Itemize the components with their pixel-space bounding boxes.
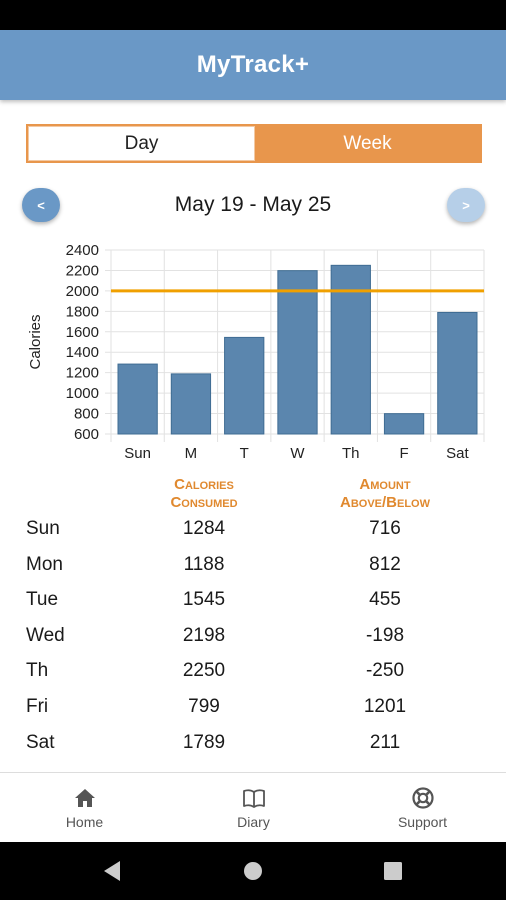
row-day: Mon [26,553,63,575]
home-circle-icon[interactable] [238,858,268,884]
table-row: Sun 1284 716 [0,512,506,548]
y-axis-label: Calories [27,314,44,369]
row-day: Wed [26,624,65,646]
calories-consumed-header-line1: Calories [174,476,234,493]
table-row: Tue 1545 455 [0,583,506,619]
row-day: Fri [26,695,49,717]
y-tick-label: 800 [74,406,99,423]
row-consumed: 1188 [183,553,225,575]
tab-support-label: Support [397,814,448,830]
row-consumed: 1545 [182,589,226,611]
y-tick-label: 1400 [66,344,99,361]
y-tick-label: 1600 [66,324,99,341]
back-triangle-icon[interactable] [98,858,128,884]
tab-home[interactable]: Home [0,773,169,843]
y-tick-label: 2400 [66,242,99,259]
row-difference: 211 [369,731,401,753]
calories-consumed-header: Calories Consumed [129,476,279,512]
y-tick-label: 2000 [66,283,99,300]
row-day: Sun [26,518,60,539]
lifebuoy-icon [411,787,434,809]
recents-square-icon[interactable] [378,858,408,884]
tab-diary-label: Diary [237,814,270,830]
amount-above-below-header: Amount Above/Below [310,476,460,512]
row-day: Th [26,660,49,682]
calorie-bar-chart: 600 800 1000 1200 1400 1600 1800 2000 2200 2400 Su… [27,242,485,462]
date-navigator: < May 19 - May 25 > [0,186,506,224]
calories-consumed-header-line2: Consumed [170,494,238,511]
y-tick-label: 1000 [66,385,99,402]
row-difference: 1201 [363,695,407,717]
row-consumed: 2198 [182,624,226,646]
calorie-table: Sun 1284 716 Mon 1188 812 Tue 1545 455 W… [0,512,506,761]
toggle-day-button[interactable]: Day [28,126,255,161]
table-row: Th 2250 -250 [0,654,506,690]
table-column-headers: Calories Consumed Amount Above/Below [0,476,506,516]
x-tick-label: Sun [124,445,151,462]
tab-diary[interactable]: Diary [169,773,338,843]
y-tick-label: 1200 [66,365,99,382]
row-difference: 812 [369,553,401,575]
row-consumed: 799 [188,695,220,717]
chart-bar [117,363,158,435]
x-tick-label: W [290,445,305,462]
table-row: Mon 1188 812 [0,548,506,584]
date-range-label: May 19 - May 25 [174,193,332,216]
amount-above-below-header-line1: Amount [359,476,411,493]
chart-bar [170,373,212,435]
app-title: MyTrack+ [196,51,310,78]
x-tick-label: T [240,445,249,462]
next-week-button[interactable]: > [447,188,485,222]
x-tick-label: Th [342,445,360,462]
day-week-toggle: Day Week [26,124,482,163]
row-difference: -198 [365,624,405,646]
home-icon [74,789,95,807]
x-tick-label: Sat [446,445,469,462]
y-tick-label: 600 [74,426,99,443]
table-row: Fri 799 1201 [0,690,506,726]
y-tick-label: 1800 [66,303,99,320]
toggle-week-button[interactable]: Week [255,126,480,161]
book-icon [242,789,265,808]
previous-week-button[interactable]: < [22,188,60,222]
row-consumed: 2250 [182,660,226,682]
chart-bar [330,264,371,435]
row-difference: -250 [365,660,405,682]
row-consumed: 1284 [182,518,226,539]
table-row: Sat 1789 211 [0,726,506,762]
tab-support[interactable]: Support [338,773,506,843]
tab-home-label: Home [65,814,104,830]
amount-above-below-header-line2: Above/Below [339,494,430,511]
app-header: MyTrack+ [0,30,506,100]
y-tick-label: 2200 [66,262,99,279]
row-difference: 455 [369,589,401,611]
system-navigation-bar [0,842,506,900]
table-row: Wed 2198 -198 [0,619,506,655]
chart-bar [437,311,478,435]
x-tick-label: F [399,445,408,462]
chart-bar [224,336,265,435]
chart-bar [277,270,318,435]
row-day: Sat [26,731,55,753]
status-bar [0,0,506,30]
row-consumed: 1789 [182,731,226,753]
row-day: Tue [26,589,59,611]
chart-bar [383,413,425,435]
x-tick-label: M [185,445,198,462]
bottom-navigation: Home Diary Support [0,772,506,842]
row-difference: 716 [369,518,401,539]
